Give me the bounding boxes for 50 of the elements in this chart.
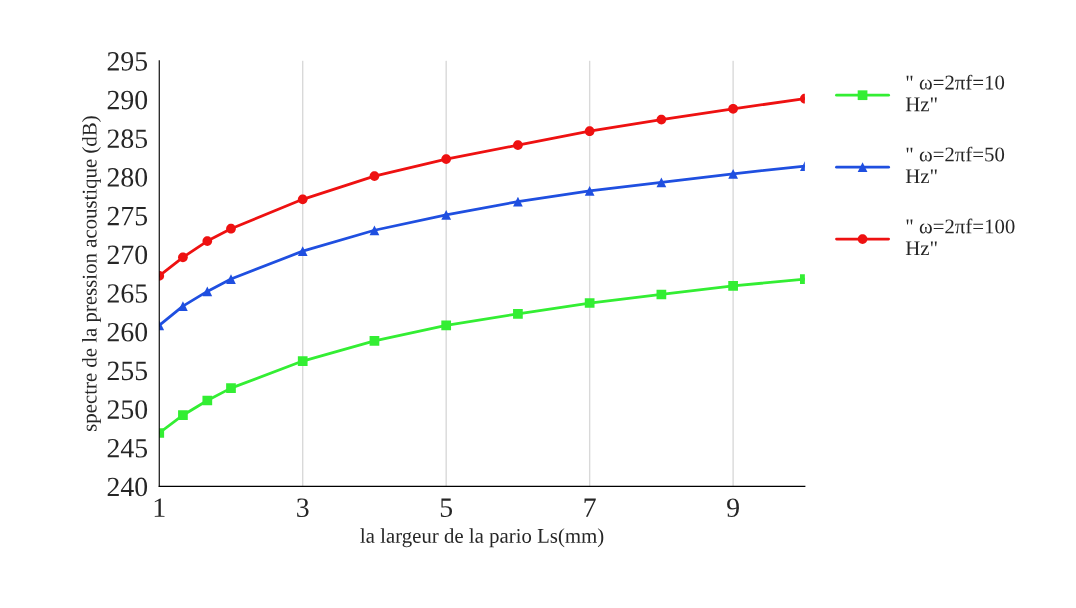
point (584, 298, 595, 308)
point (202, 395, 213, 406)
y-tick-label: 280 (107, 168, 148, 187)
y-tick-label: 245 (107, 438, 148, 458)
point (178, 301, 188, 311)
x-tick-label: 9 (727, 498, 739, 518)
point (202, 286, 213, 297)
y-tick-label: 260 (107, 322, 148, 342)
x-tick-label: 1 (154, 498, 165, 517)
point (297, 194, 308, 205)
point (441, 209, 452, 220)
y-tick-label: 295 (107, 52, 148, 71)
point (178, 410, 188, 421)
legend-label: " ω=2πf=10 Hz" (905, 74, 1005, 112)
x-axis-title: la largeur de la pario Ls(mm) (360, 528, 604, 548)
point (369, 171, 380, 181)
legend-label: " ω=2πf=50 Hz" (905, 146, 1005, 184)
point (513, 140, 523, 151)
y-tick-label: 255 (107, 361, 148, 381)
y-tick-label: 270 (107, 245, 148, 265)
point (226, 274, 236, 284)
y-tick-label: 265 (107, 284, 148, 303)
point (297, 246, 308, 257)
point (656, 177, 667, 188)
point (656, 114, 667, 125)
point (369, 336, 380, 346)
point (202, 236, 213, 246)
x-tick-label: 3 (297, 498, 309, 518)
point (584, 185, 595, 196)
y-tick-label: 250 (107, 400, 148, 419)
x-tick-label: 5 (440, 498, 453, 518)
point (728, 103, 738, 114)
point (441, 320, 452, 331)
point (369, 225, 380, 236)
x-tick-label: 7 (584, 498, 596, 517)
point (513, 308, 523, 319)
point (584, 126, 595, 137)
y-axis-title: spectre de la pression acoustique (dB) (82, 116, 101, 431)
point (226, 383, 236, 393)
point (297, 356, 308, 366)
point (728, 281, 738, 291)
y-tick-label: 240 (107, 477, 148, 497)
y-tick-label: 275 (107, 206, 148, 226)
point (728, 168, 738, 179)
y-tick-label: 290 (107, 90, 148, 110)
point (441, 154, 452, 164)
legend-label: " ω=2πf=100 Hz" (905, 218, 1015, 256)
point (226, 223, 236, 234)
point (178, 252, 188, 263)
y-tick-label: 285 (107, 129, 148, 149)
